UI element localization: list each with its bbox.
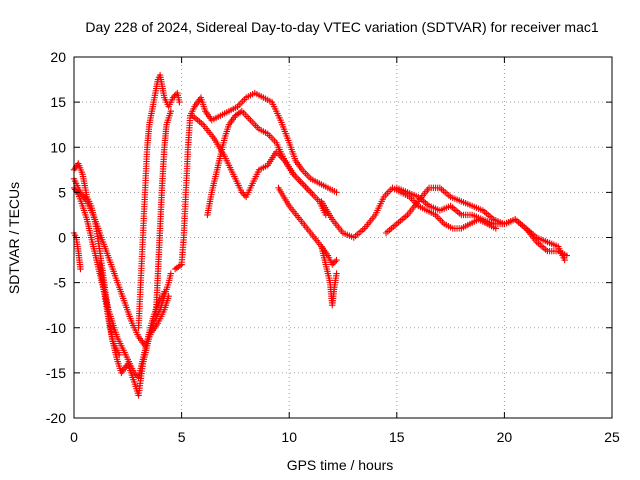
- data-point: [176, 98, 183, 106]
- data-point: [167, 107, 175, 115]
- chart-title: Day 228 of 2024, Sidereal Day-to-day VTE…: [85, 19, 598, 35]
- data-point: [165, 292, 172, 300]
- y-tick-label: 0: [58, 230, 66, 246]
- data-point: [329, 261, 336, 268]
- track-14: [393, 184, 568, 264]
- data-point: [240, 190, 247, 198]
- y-tick-label: 5: [58, 184, 66, 200]
- track-9: [189, 112, 329, 219]
- y-tick-label: -5: [54, 275, 67, 291]
- data-point: [132, 371, 139, 378]
- y-tick-label: -15: [46, 365, 66, 381]
- track-2: [70, 175, 172, 349]
- data-point: [115, 351, 123, 359]
- data-point: [167, 270, 175, 277]
- y-tick-label: 15: [50, 94, 66, 110]
- track-3: [70, 229, 84, 273]
- y-tick-label: -20: [46, 410, 66, 426]
- x-axis-label: GPS time / hours: [287, 457, 394, 473]
- data-point: [333, 189, 340, 196]
- data-point: [238, 189, 246, 196]
- axis-ticks: 0 5 10 15 20 25 -20 -15 -10 -5 0 5 10 15 20: [46, 49, 620, 445]
- track-5: [135, 71, 183, 331]
- data-point: [77, 265, 84, 273]
- track-0: [70, 160, 175, 399]
- data-point: [333, 270, 340, 277]
- track-7: [171, 89, 340, 273]
- y-axis-label: SDTVAR / TECUs: [6, 182, 22, 294]
- y-tick-label: 20: [50, 49, 66, 65]
- track-12: [318, 184, 499, 241]
- track-10: [275, 184, 340, 268]
- y-tick-label: 10: [50, 139, 66, 155]
- data-point: [169, 94, 177, 101]
- x-tick-label: 0: [70, 429, 78, 445]
- data-point: [333, 256, 340, 264]
- data-marks: [70, 71, 571, 399]
- data-point: [331, 258, 339, 265]
- y-tick-label: -10: [46, 320, 66, 336]
- x-tick-label: 25: [604, 429, 620, 445]
- x-tick-label: 20: [497, 429, 513, 445]
- data-point: [161, 288, 168, 295]
- x-tick-label: 5: [178, 429, 186, 445]
- grid-layer: [74, 57, 612, 418]
- data-point: [171, 92, 178, 100]
- track-4: [96, 261, 123, 359]
- track-6: [152, 107, 175, 322]
- x-tick-label: 15: [389, 429, 405, 445]
- x-tick-label: 10: [281, 429, 297, 445]
- data-point: [330, 259, 337, 267]
- data-point: [131, 369, 138, 377]
- data-point: [561, 256, 568, 264]
- track-11: [318, 243, 340, 309]
